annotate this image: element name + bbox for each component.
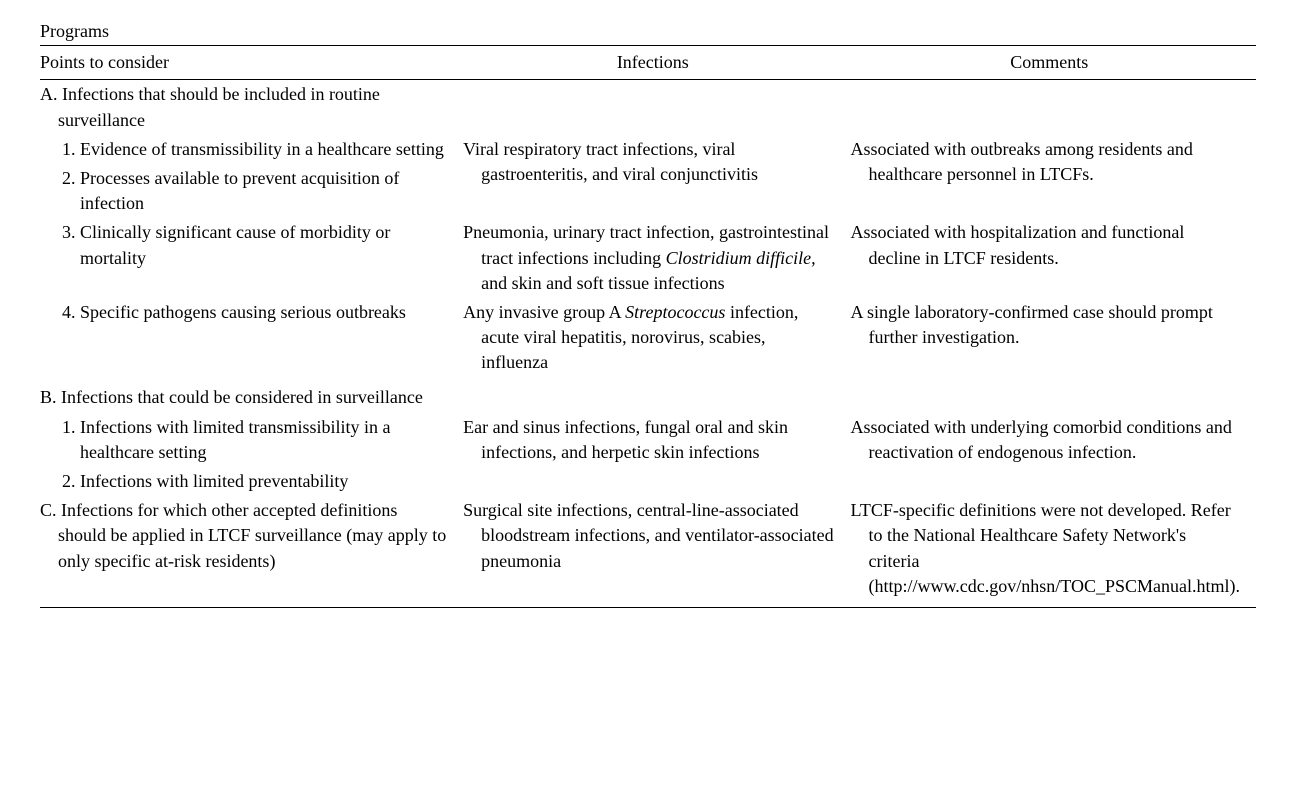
point-a3-text: 3. Clinically significant cause of morbi… bbox=[62, 220, 447, 270]
cell-empty bbox=[850, 80, 1256, 135]
infection-a3: Pneumonia, urinary tract infection, gast… bbox=[463, 218, 850, 298]
point-b1-text: 1. Infections with limited transmissibil… bbox=[62, 415, 447, 465]
table-caption: Programs bbox=[40, 20, 1256, 43]
infection-c: Surgical site infections, central-line-a… bbox=[463, 496, 850, 607]
point-b1: 1. Infections with limited transmissibil… bbox=[40, 413, 463, 467]
infection-b12: Ear and sinus infections, fungal oral an… bbox=[463, 413, 850, 497]
point-b2-text: 2. Infections with limited preventabilit… bbox=[62, 469, 447, 494]
section-b-header: B. Infections that could be considered i… bbox=[40, 383, 463, 412]
section-c-row: C. Infections for which other accepted d… bbox=[40, 496, 1256, 607]
infection-a4-em: Streptococcus bbox=[625, 302, 725, 322]
infection-c-text: Surgical site infections, central-line-a… bbox=[463, 498, 834, 574]
point-a4: 4. Specific pathogens causing serious ou… bbox=[40, 298, 463, 384]
comment-a3-text: Associated with hospitalization and func… bbox=[850, 220, 1240, 270]
comment-a4-text: A single laboratory-confirmed case shoul… bbox=[850, 300, 1240, 350]
infection-a3-post: and skin and soft tissue infections bbox=[481, 273, 724, 293]
header-points: Points to consider bbox=[40, 46, 463, 80]
infection-a4-text: Any invasive group A Streptococcus infec… bbox=[463, 300, 834, 376]
comment-a12: Associated with outbreaks among resident… bbox=[850, 135, 1256, 219]
infection-a3-text: Pneumonia, urinary tract infection, gast… bbox=[463, 220, 834, 296]
comment-b12: Associated with underlying comorbid cond… bbox=[850, 413, 1256, 497]
comment-a12-text: Associated with outbreaks among resident… bbox=[850, 137, 1240, 187]
header-row: Points to consider Infections Comments bbox=[40, 46, 1256, 80]
surveillance-table: Points to consider Infections Comments A… bbox=[40, 45, 1256, 608]
point-a1-text: 1. Evidence of transmissibility in a hea… bbox=[62, 137, 447, 162]
comment-a4: A single laboratory-confirmed case shoul… bbox=[850, 298, 1256, 384]
infection-a4-pre: Any invasive group A bbox=[463, 302, 625, 322]
infection-a12-text: Viral respiratory tract infections, vira… bbox=[463, 137, 834, 187]
infection-a3-em: Clostridium difficile, bbox=[666, 248, 816, 268]
comment-c-text: LTCF-specific definitions were not devel… bbox=[850, 498, 1240, 599]
section-b-text: B. Infections that could be considered i… bbox=[40, 385, 447, 410]
row-a3: 3. Clinically significant cause of morbi… bbox=[40, 218, 1256, 298]
comment-b12-text: Associated with underlying comorbid cond… bbox=[850, 415, 1240, 465]
infection-b12-text: Ear and sinus infections, fungal oral an… bbox=[463, 415, 834, 465]
point-a3: 3. Clinically significant cause of morbi… bbox=[40, 218, 463, 298]
header-infections: Infections bbox=[463, 46, 850, 80]
point-b2: 2. Infections with limited preventabilit… bbox=[40, 467, 463, 496]
comment-a3: Associated with hospitalization and func… bbox=[850, 218, 1256, 298]
infection-a4: Any invasive group A Streptococcus infec… bbox=[463, 298, 850, 384]
row-b1: 1. Infections with limited transmissibil… bbox=[40, 413, 1256, 467]
header-comments: Comments bbox=[850, 46, 1256, 80]
section-a-text: A. Infections that should be included in… bbox=[40, 82, 447, 132]
point-a2: 2. Processes available to prevent acquis… bbox=[40, 164, 463, 218]
row-a1: 1. Evidence of transmissibility in a hea… bbox=[40, 135, 1256, 164]
section-c-text: C. Infections for which other accepted d… bbox=[40, 498, 447, 574]
row-a4: 4. Specific pathogens causing serious ou… bbox=[40, 298, 1256, 384]
section-a-header: A. Infections that should be included in… bbox=[40, 80, 463, 135]
cell-empty bbox=[463, 80, 850, 135]
cell-empty bbox=[463, 383, 850, 412]
point-a4-text: 4. Specific pathogens causing serious ou… bbox=[62, 300, 447, 325]
infection-a12: Viral respiratory tract infections, vira… bbox=[463, 135, 850, 219]
comment-c: LTCF-specific definitions were not devel… bbox=[850, 496, 1256, 607]
section-b-header-row: B. Infections that could be considered i… bbox=[40, 383, 1256, 412]
cell-empty bbox=[850, 383, 1256, 412]
point-a2-text: 2. Processes available to prevent acquis… bbox=[62, 166, 447, 216]
section-c-header: C. Infections for which other accepted d… bbox=[40, 496, 463, 607]
section-a-header-row: A. Infections that should be included in… bbox=[40, 80, 1256, 135]
point-a1: 1. Evidence of transmissibility in a hea… bbox=[40, 135, 463, 164]
